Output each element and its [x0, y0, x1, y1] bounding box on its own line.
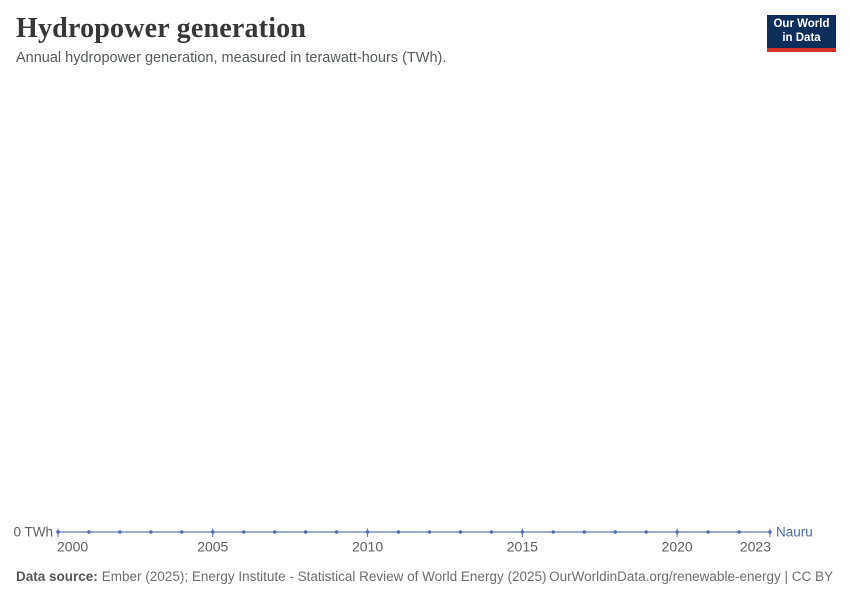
data-point	[613, 530, 617, 534]
x-tick-label: 2005	[197, 539, 228, 555]
data-point	[768, 530, 772, 534]
chart-subtitle: Annual hydropower generation, measured i…	[16, 50, 447, 66]
data-point	[706, 530, 710, 534]
data-point	[489, 530, 494, 534]
x-tick-label: 2015	[507, 539, 538, 555]
data-source-text: Ember (2025); Energy Institute - Statist…	[101, 569, 547, 584]
data-point	[272, 530, 277, 534]
data-point	[551, 530, 556, 534]
data-point	[118, 530, 122, 534]
chart-footer: Data source: Ember (2025); Energy Institu…	[16, 568, 833, 585]
owid-url-link[interactable]: OurWorldinData.org/renewable-energy | CC…	[549, 569, 833, 584]
chart-title: Hydropower generation	[16, 13, 307, 44]
data-point	[644, 530, 648, 534]
data-point	[458, 530, 463, 534]
data-point	[334, 530, 339, 534]
data-source: Data source: Ember (2025); Energy Institu…	[16, 568, 546, 585]
data-point	[396, 530, 401, 534]
data-point	[180, 530, 184, 534]
data-point	[87, 530, 91, 534]
data-point	[520, 530, 525, 534]
data-point	[303, 530, 308, 534]
data-point	[582, 530, 586, 534]
entity-label-nauru[interactable]: Nauru	[776, 525, 813, 540]
owid-logo-line1: Our World	[773, 18, 830, 30]
data-point	[427, 530, 432, 534]
data-source-label: Data source:	[16, 569, 98, 584]
y-tick-label: 0 TWh	[13, 525, 53, 540]
x-tick-label: 2010	[352, 539, 383, 555]
data-point	[675, 530, 679, 534]
x-tick-label: 2000	[57, 539, 88, 555]
data-point	[56, 530, 60, 534]
owid-logo-line2: in Data	[782, 31, 821, 44]
data-point	[211, 530, 215, 534]
x-tick-label: 2020	[662, 539, 693, 555]
data-point	[737, 530, 741, 534]
data-point	[242, 530, 246, 534]
data-point	[365, 530, 370, 534]
data-point	[149, 530, 153, 534]
x-tick-label: 2023	[740, 539, 771, 555]
chart-header: Hydropower generation Annual hydropower …	[16, 13, 750, 68]
owid-logo[interactable]: Our World in Data	[767, 15, 836, 52]
